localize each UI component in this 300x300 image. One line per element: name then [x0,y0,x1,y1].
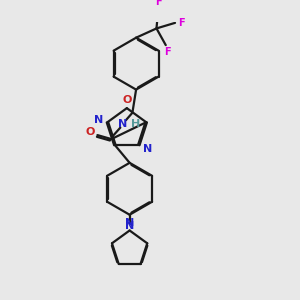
Text: O: O [122,95,131,105]
Text: F: F [178,18,185,28]
Text: H: H [130,119,140,129]
Text: N: N [118,119,128,129]
Text: O: O [85,127,94,137]
Text: F: F [155,0,162,7]
Text: N: N [125,221,134,231]
Text: N: N [125,218,134,228]
Text: F: F [164,46,171,57]
Text: N: N [94,116,104,125]
Text: N: N [142,144,152,154]
